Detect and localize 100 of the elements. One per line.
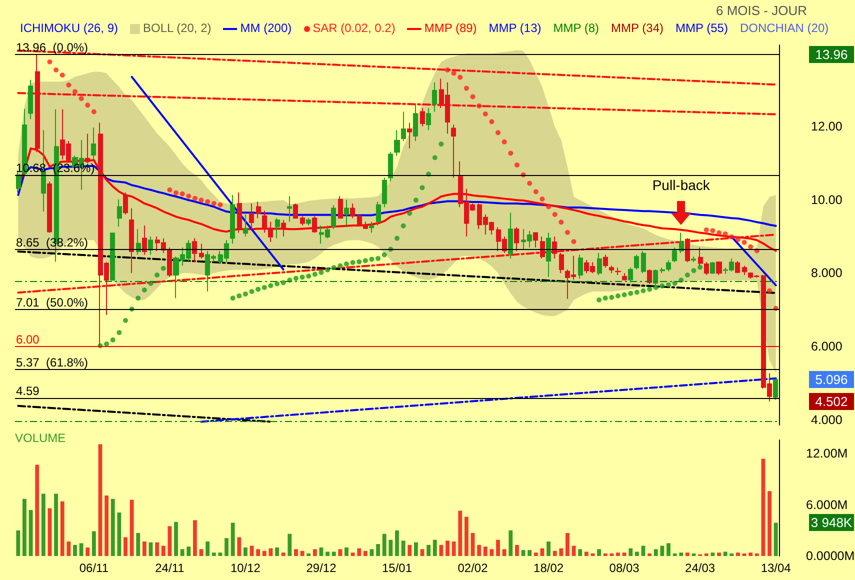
bar: [306, 553, 311, 556]
point: [508, 150, 514, 156]
bar: [192, 520, 197, 556]
text: 4.502: [809, 392, 854, 410]
x-tick-label: 10/12: [230, 561, 261, 575]
bar: [16, 530, 20, 556]
bar: [117, 512, 122, 556]
bar: [477, 544, 482, 556]
candlestick: [331, 204, 336, 230]
candlestick: [660, 267, 665, 274]
candlestick: [628, 267, 633, 283]
bar: [515, 544, 519, 556]
candlestick: [148, 236, 153, 256]
bar: [597, 549, 602, 556]
point: [716, 230, 722, 236]
candlestick: [123, 192, 128, 215]
candlestick: [603, 254, 608, 268]
annotation: Pull-back: [651, 177, 711, 194]
candlestick: [300, 216, 305, 226]
bar: [199, 549, 204, 556]
bar: [552, 550, 557, 556]
chart-title: VOLUME: [15, 431, 66, 445]
candlestick: [597, 252, 602, 276]
bar: [54, 494, 58, 556]
text: 13.96: [809, 46, 854, 64]
candlestick: [363, 221, 368, 230]
point: [748, 244, 754, 250]
bar: [41, 494, 46, 556]
candlestick: [281, 219, 286, 237]
ref-line-label: 4.59: [16, 384, 40, 398]
point: [458, 74, 463, 80]
point: [54, 67, 59, 72]
point: [552, 212, 558, 217]
point: [174, 190, 179, 196]
point: [742, 240, 747, 245]
legend-label: MM (200): [240, 21, 292, 35]
ref-line-label: 7.01 (50.0%): [16, 295, 88, 310]
x-tick-label: 13/04: [760, 561, 792, 575]
candlestick: [243, 214, 248, 237]
ref-line-label: 6.00: [16, 332, 40, 347]
bar: [660, 546, 664, 556]
bar: [736, 552, 740, 556]
bar: [666, 543, 670, 556]
x-tick-label: 24/11: [155, 561, 185, 575]
candlestick: [344, 199, 349, 226]
x-tick-label: 08/03: [609, 561, 640, 575]
candlestick: [306, 218, 311, 226]
y-tick-label: 12.00M: [806, 446, 848, 461]
bar: [508, 530, 513, 556]
bar: [357, 548, 362, 556]
candlestick: [710, 262, 715, 274]
point: [496, 130, 501, 136]
bar: [464, 516, 468, 556]
bar: [401, 540, 406, 556]
bar: [35, 464, 40, 556]
candlestick: [312, 216, 317, 234]
candlestick: [552, 236, 557, 259]
candlestick: [338, 196, 343, 219]
y-tick-label: 10.00: [811, 192, 842, 207]
candlestick: [559, 252, 564, 274]
candlestick: [426, 108, 431, 131]
bar: [312, 549, 317, 556]
candlestick: [388, 152, 393, 182]
bar: [212, 552, 216, 556]
text: DONCHIAN (20): [740, 21, 829, 35]
candlestick: [91, 127, 96, 160]
candlestick: [382, 177, 387, 208]
bar: [155, 542, 160, 556]
point: [91, 109, 96, 114]
point: [85, 102, 90, 108]
candlestick: [275, 218, 280, 239]
bar: [559, 548, 564, 556]
candlestick: [666, 260, 671, 272]
bar: [654, 549, 658, 556]
bar: [256, 549, 260, 556]
bar: [679, 552, 684, 556]
bar: [648, 553, 652, 556]
candlestick: [672, 246, 677, 263]
bar: [244, 547, 248, 556]
candlestick: [647, 268, 652, 285]
point: [218, 202, 223, 208]
point: [722, 231, 728, 236]
bar: [60, 501, 64, 556]
candlestick: [540, 236, 545, 259]
bar: [426, 544, 431, 556]
bar: [218, 552, 222, 556]
bar: [610, 553, 614, 556]
bar: [350, 552, 355, 556]
point: [482, 111, 488, 116]
point: [47, 59, 52, 64]
bar: [79, 543, 84, 556]
bar: [326, 552, 330, 556]
candlestick: [685, 238, 690, 263]
bar: [110, 498, 115, 556]
candlestick: [117, 198, 122, 228]
bar: [130, 500, 134, 556]
bar: [578, 549, 582, 556]
point: [527, 180, 532, 186]
point: [167, 187, 172, 192]
bar: [161, 546, 166, 556]
